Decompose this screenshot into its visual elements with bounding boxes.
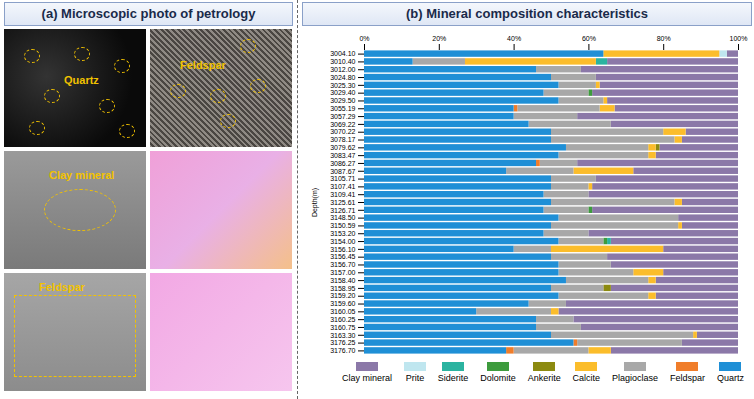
html-text:Feldspar: Feldspar [670,373,705,383]
html-text:Siderite: Siderite [437,373,469,383]
svg-text:80%: 80% [657,35,671,42]
svg-text:3070.22: 3070.22 [330,128,355,135]
svg-text:3159.60: 3159.60 [330,300,355,307]
svg-text:3004.10: 3004.10 [330,50,355,57]
svg-text:3079.62: 3079.62 [330,144,355,151]
svg-text:3083.47: 3083.47 [330,152,355,159]
svg-text:3024.80: 3024.80 [330,74,355,81]
svg-text:3029.40: 3029.40 [330,89,355,96]
html-text:Ankerite: Ankerite [527,373,561,383]
svg-text:3126.71: 3126.71 [330,207,355,214]
svg-text:40%: 40% [507,35,521,42]
svg-text:3153.20: 3153.20 [330,230,355,237]
svg-text:3157.00: 3157.00 [330,269,355,276]
html-text:Dolomite: Dolomite [480,373,516,383]
svg-text:3176.25: 3176.25 [330,339,355,346]
svg-text:3069.22: 3069.22 [330,121,355,128]
html-text:Feldspar: Feldspar [39,281,85,293]
svg-text:3025.30: 3025.30 [330,82,355,89]
svg-text:3078.17: 3078.17 [330,136,355,143]
html-text:(a) Microscopic photo of petro: (a) Microscopic photo of petrology [41,6,256,21]
svg-text:100%: 100% [730,35,748,42]
html-text:Calcite: Calcite [572,373,601,383]
svg-text:3150.59: 3150.59 [330,222,355,229]
svg-text:3057.29: 3057.29 [330,113,355,120]
svg-text:3105.71: 3105.71 [330,175,355,182]
svg-text:3160.75: 3160.75 [330,324,355,331]
svg-text:3156.45: 3156.45 [330,253,355,260]
svg-text:3176.70: 3176.70 [330,347,355,354]
html-text:Feldspar: Feldspar [180,59,226,71]
svg-text:3158.95: 3158.95 [330,285,355,292]
svg-text:3163.30: 3163.30 [330,332,355,339]
svg-text:60%: 60% [582,35,596,42]
svg-text:3055.19: 3055.19 [330,105,355,112]
html-text:Quartz: Quartz [64,74,99,86]
svg-text:3029.50: 3029.50 [330,97,355,104]
svg-text:3156.70: 3156.70 [330,261,355,268]
svg-text:3154.00: 3154.00 [330,238,355,245]
svg-text:3160.25: 3160.25 [330,316,355,323]
svg-text:3107.41: 3107.41 [330,183,355,190]
svg-text:3156.10: 3156.10 [330,246,355,253]
svg-text:3010.40: 3010.40 [330,58,355,65]
svg-text:3109.41: 3109.41 [330,191,355,198]
svg-text:3158.40: 3158.40 [330,277,355,284]
svg-text:3148.50: 3148.50 [330,214,355,221]
svg-text:Depth(m): Depth(m) [311,188,319,217]
svg-text:3087.67: 3087.67 [330,167,355,174]
html-text:Clay mineral: Clay mineral [49,169,115,181]
svg-text:3160.05: 3160.05 [330,308,355,315]
svg-text:20%: 20% [432,35,446,42]
svg-text:0%: 0% [359,35,369,42]
html-text:Plagioclase: Plagioclase [612,373,659,383]
svg-text:3086.27: 3086.27 [330,160,355,167]
svg-text:3159.20: 3159.20 [330,292,355,299]
html-text:Prite: Prite [405,373,425,383]
html-text:Clay mineral: Clay mineral [342,373,392,383]
svg-text:3125.61: 3125.61 [330,199,355,206]
svg-text:3012.00: 3012.00 [330,66,355,73]
html-text:(b) Mineral composition charac: (b) Mineral composition characteristics [406,6,648,21]
html-text:Quartz: Quartz [716,373,744,383]
